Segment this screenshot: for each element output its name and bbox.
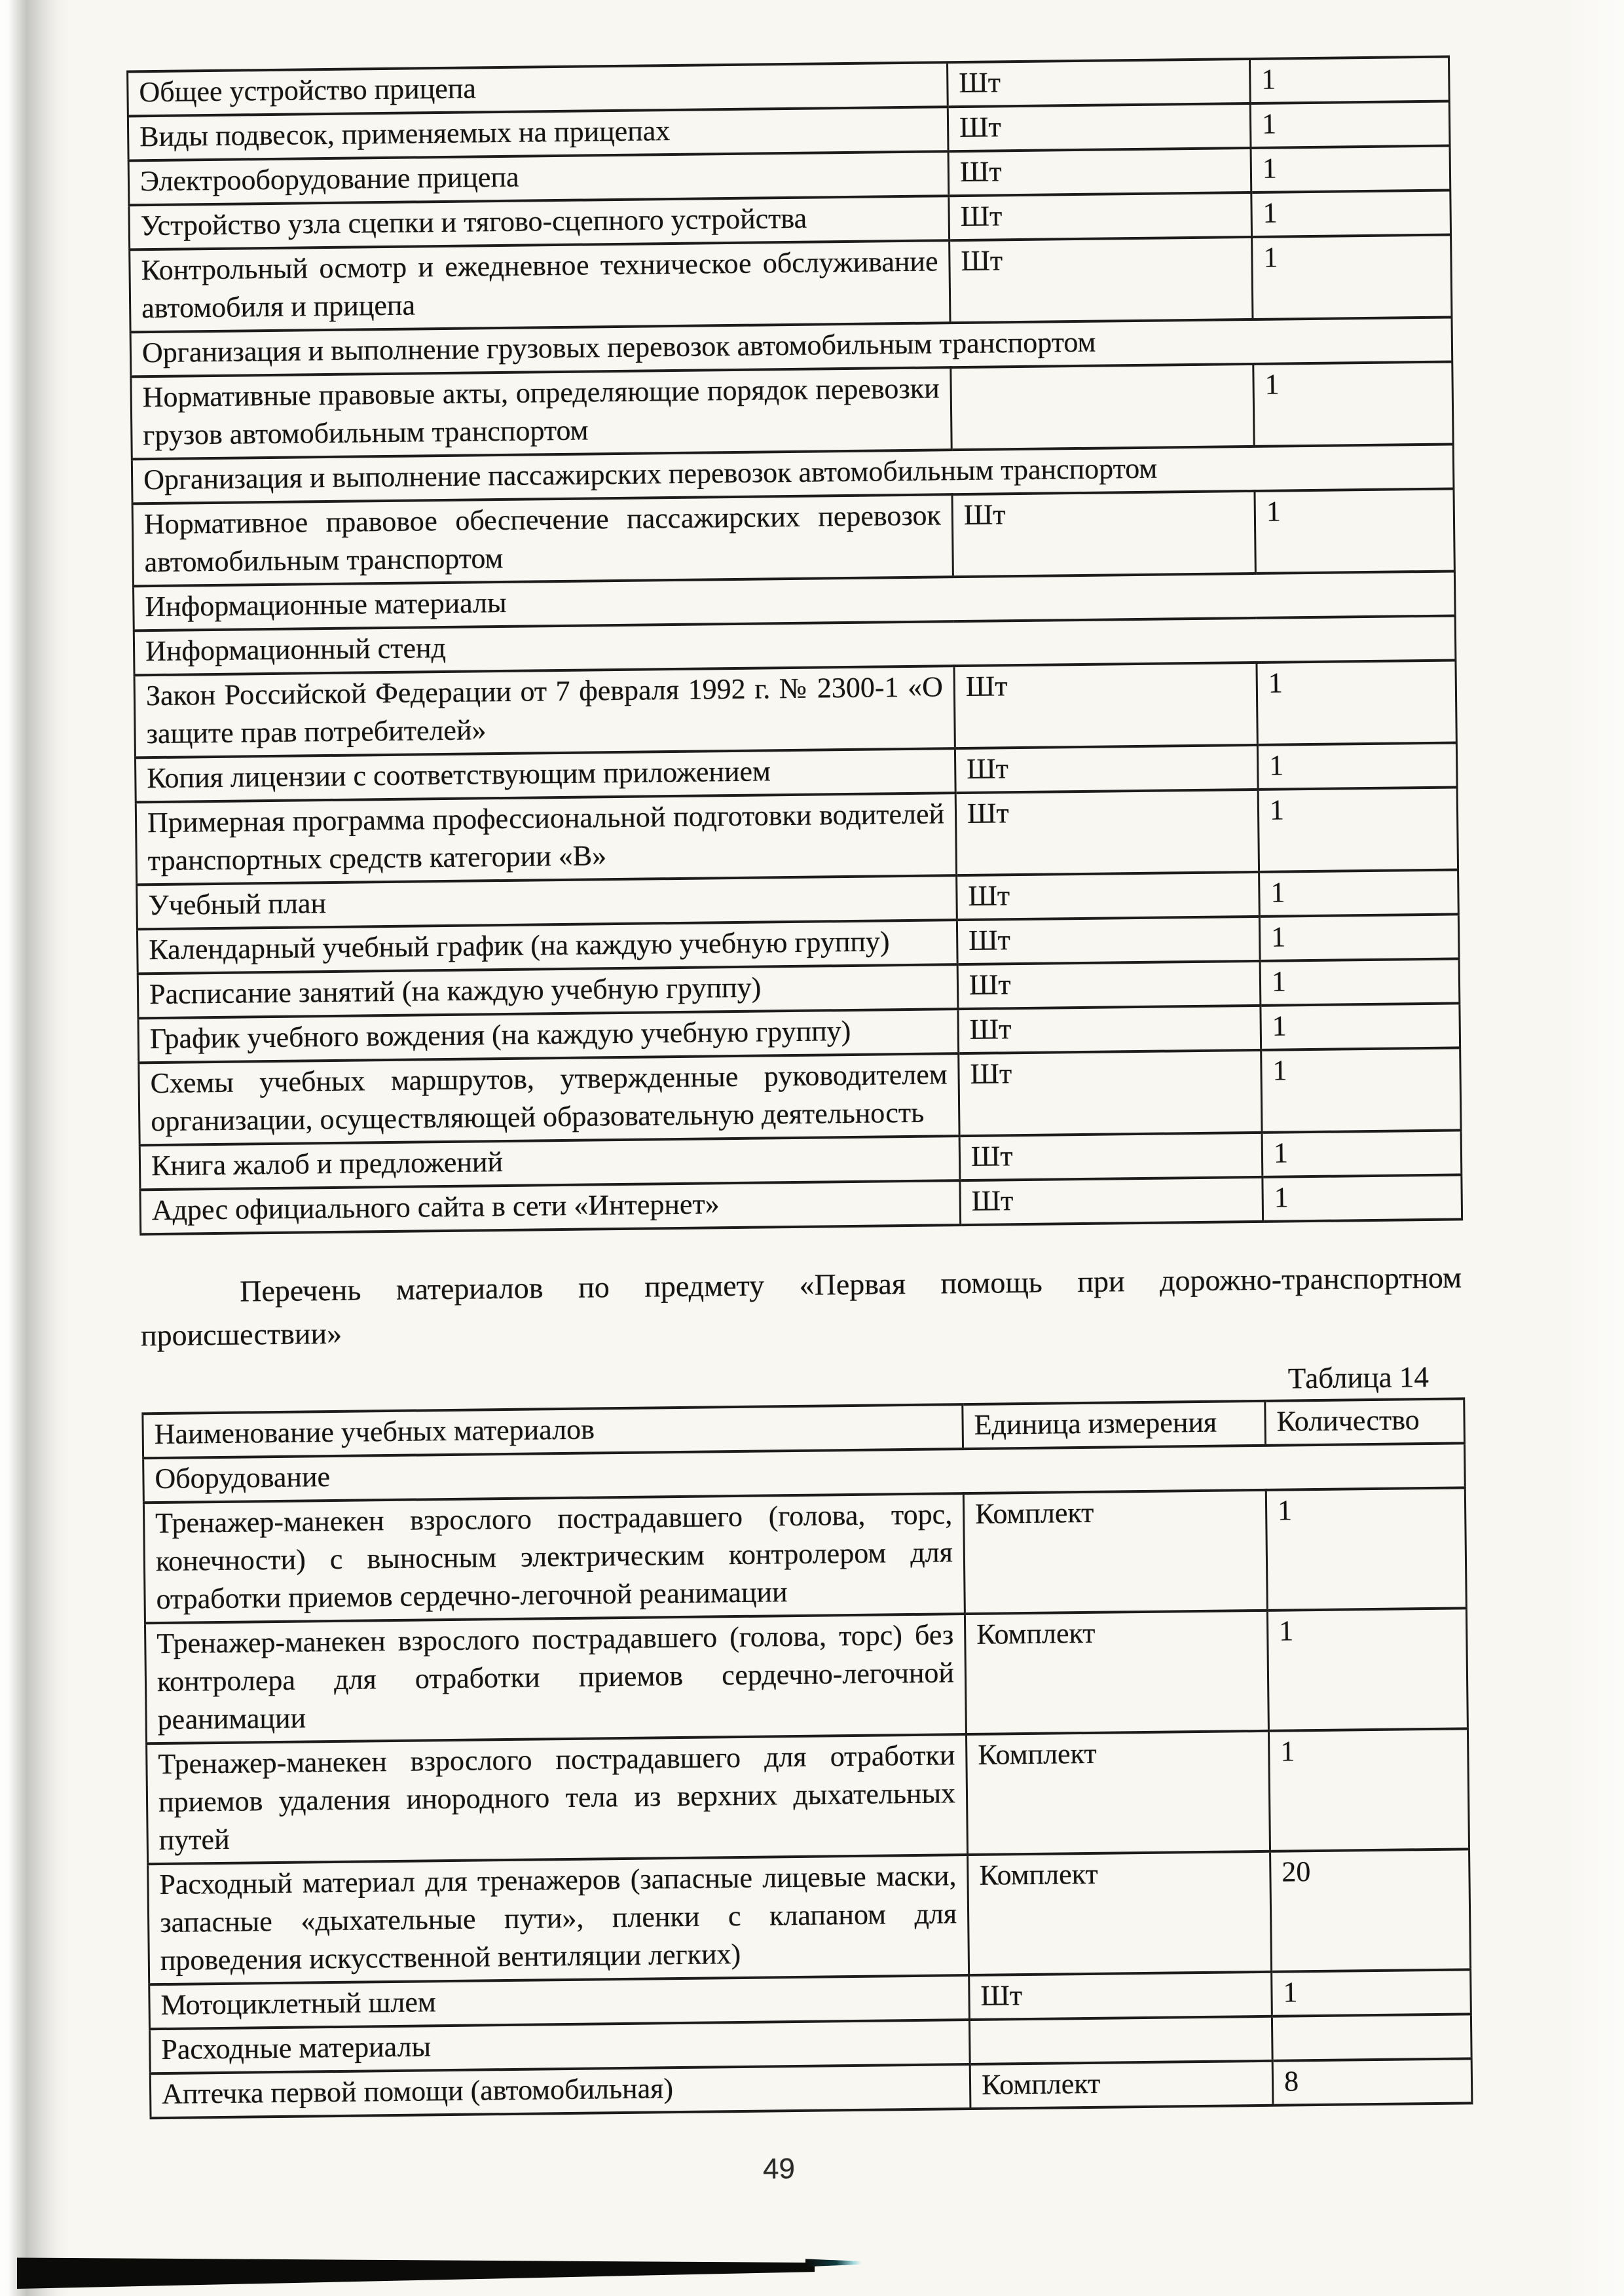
quantity-cell: 1 — [1249, 56, 1450, 103]
quantity-cell: 8 — [1272, 2058, 1472, 2105]
unit-cell: Шт — [957, 1005, 1261, 1054]
scan-artifact-wedge-tail — [805, 2259, 862, 2267]
unit-cell: Шт — [959, 1132, 1263, 1181]
quantity-cell: 1 — [1268, 1728, 1469, 1851]
scan-gutter-shadow — [8, 0, 70, 2296]
unit-cell: Шт — [948, 147, 1251, 196]
unit-cell: Шт — [955, 744, 1259, 793]
quantity-cell: 1 — [1259, 914, 1460, 961]
quantity-cell: 1 — [1262, 1130, 1462, 1177]
material-name-cell: Тренажер-манекен взрослого пострадавшего… — [143, 1493, 965, 1624]
quantity-cell: 1 — [1259, 869, 1459, 917]
quantity-cell: 1 — [1258, 787, 1458, 872]
material-name-cell: Схемы учебных маршрутов, утвержденные ру… — [138, 1053, 960, 1146]
quantity-cell: 1 — [1254, 488, 1455, 574]
table-row: Контрольный осмотр и ежедневное техничес… — [129, 234, 1452, 333]
quantity-cell: 1 — [1262, 1175, 1462, 1222]
material-name-cell: Нормативные правовые акты, определяющие … — [130, 367, 952, 460]
unit-cell: Комплект — [970, 2060, 1273, 2109]
quantity-cell: 20 — [1270, 1849, 1471, 1972]
quantity-cell: 1 — [1251, 234, 1452, 319]
unit-cell: Шт — [947, 58, 1251, 107]
column-header-qty: Количество — [1264, 1398, 1465, 1446]
material-name-cell: Контрольный осмотр и ежедневное техничес… — [129, 240, 951, 333]
unit-cell: Шт — [959, 1176, 1263, 1226]
quantity-cell: 1 — [1266, 1487, 1467, 1611]
unit-cell: Шт — [948, 103, 1251, 152]
unit-cell: Комплект — [966, 1730, 1270, 1855]
quantity-cell — [1272, 2014, 1472, 2061]
quantity-cell: 1 — [1253, 361, 1454, 446]
column-header-unit: Единица измерения — [962, 1400, 1266, 1449]
unit-cell: Шт — [956, 871, 1260, 920]
quantity-cell: 1 — [1271, 1969, 1471, 2016]
material-name-cell: Примерная программа профессиональной под… — [136, 793, 957, 885]
material-name-cell: Аптечка первой помощи (автомобильная) — [150, 2064, 970, 2119]
unit-cell: Комплект — [967, 1851, 1272, 1976]
material-name-cell: Нормативное правовое обеспечение пассажи… — [132, 494, 953, 587]
table-row: Расходный материал для тренажеров (запас… — [147, 1849, 1471, 1985]
material-name-cell: Тренажер-манекен взрослого пострадавшего… — [146, 1734, 968, 1865]
materials-table-continued: Общее устройство прицепа Шт 1 Виды подвесок… — [126, 56, 1463, 1236]
unit-cell — [950, 363, 1255, 450]
page-content: Общее устройство прицепа Шт 1 Виды подвесок… — [126, 56, 1472, 2193]
table-row: Нормативное правовое обеспечение пассажи… — [132, 488, 1455, 587]
material-name-cell: Расходный материал для тренажеров (запас… — [147, 1855, 969, 1985]
quantity-cell: 1 — [1251, 190, 1451, 237]
first-aid-materials-table: Наименование учебных материалов Единица … — [141, 1397, 1473, 2119]
scan-artifact-black-wedge — [17, 2257, 815, 2289]
unit-cell: Шт — [957, 960, 1261, 1010]
page-number: 49 — [762, 2153, 796, 2185]
table-row: Нормативные правовые акты, определяющие … — [130, 361, 1454, 460]
quantity-cell: 1 — [1261, 1048, 1462, 1133]
unit-cell: Шт — [969, 1971, 1272, 2020]
quantity-cell: 1 — [1267, 1608, 1468, 1731]
unit-cell: Шт — [949, 236, 1253, 323]
unit-cell: Комплект — [965, 1610, 1269, 1735]
unit-cell: Шт — [951, 490, 1256, 577]
unit-cell: Шт — [948, 192, 1252, 241]
table-row: Тренажер-манекен взрослого пострадавшего… — [145, 1608, 1468, 1744]
intro-paragraph: Перечень материалов по предмету «Первая … — [140, 1260, 1462, 1353]
quantity-cell: 1 — [1256, 660, 1457, 745]
table-row: Закон Российской Федерации от 7 февраля … — [134, 660, 1457, 758]
unit-cell: Шт — [957, 916, 1261, 965]
table-row: Тренажер-манекен взрослого пострадавшего… — [143, 1487, 1467, 1624]
table-row: Примерная программа профессиональной под… — [136, 787, 1458, 885]
materials-table-continued-body: Общее устройство прицепа Шт 1 Виды подвесок… — [127, 56, 1462, 1235]
unit-cell: Шт — [953, 662, 1258, 749]
unit-cell — [969, 2016, 1273, 2065]
unit-cell: Шт — [955, 789, 1259, 876]
quantity-cell: 1 — [1257, 742, 1458, 790]
material-name-cell: Закон Российской Федерации от 7 февраля … — [134, 666, 955, 758]
table-row: Тренажер-манекен взрослого пострадавшего… — [146, 1728, 1469, 1865]
material-name-cell: Адрес официального сайта в сети «Интерне… — [139, 1180, 961, 1235]
quantity-cell: 1 — [1250, 101, 1450, 148]
quantity-cell: 1 — [1260, 958, 1460, 1006]
quantity-cell: 1 — [1260, 1003, 1460, 1050]
unit-cell: Комплект — [963, 1489, 1268, 1614]
table-row: Схемы учебных маршрутов, утвержденные ру… — [138, 1048, 1462, 1146]
unit-cell: Шт — [958, 1049, 1263, 1137]
material-name-cell: Тренажер-манекен взрослого пострадавшего… — [145, 1614, 967, 1744]
quantity-cell: 1 — [1251, 145, 1450, 192]
first-aid-materials-table-body: Наименование учебных материалов Единица … — [142, 1398, 1472, 2119]
